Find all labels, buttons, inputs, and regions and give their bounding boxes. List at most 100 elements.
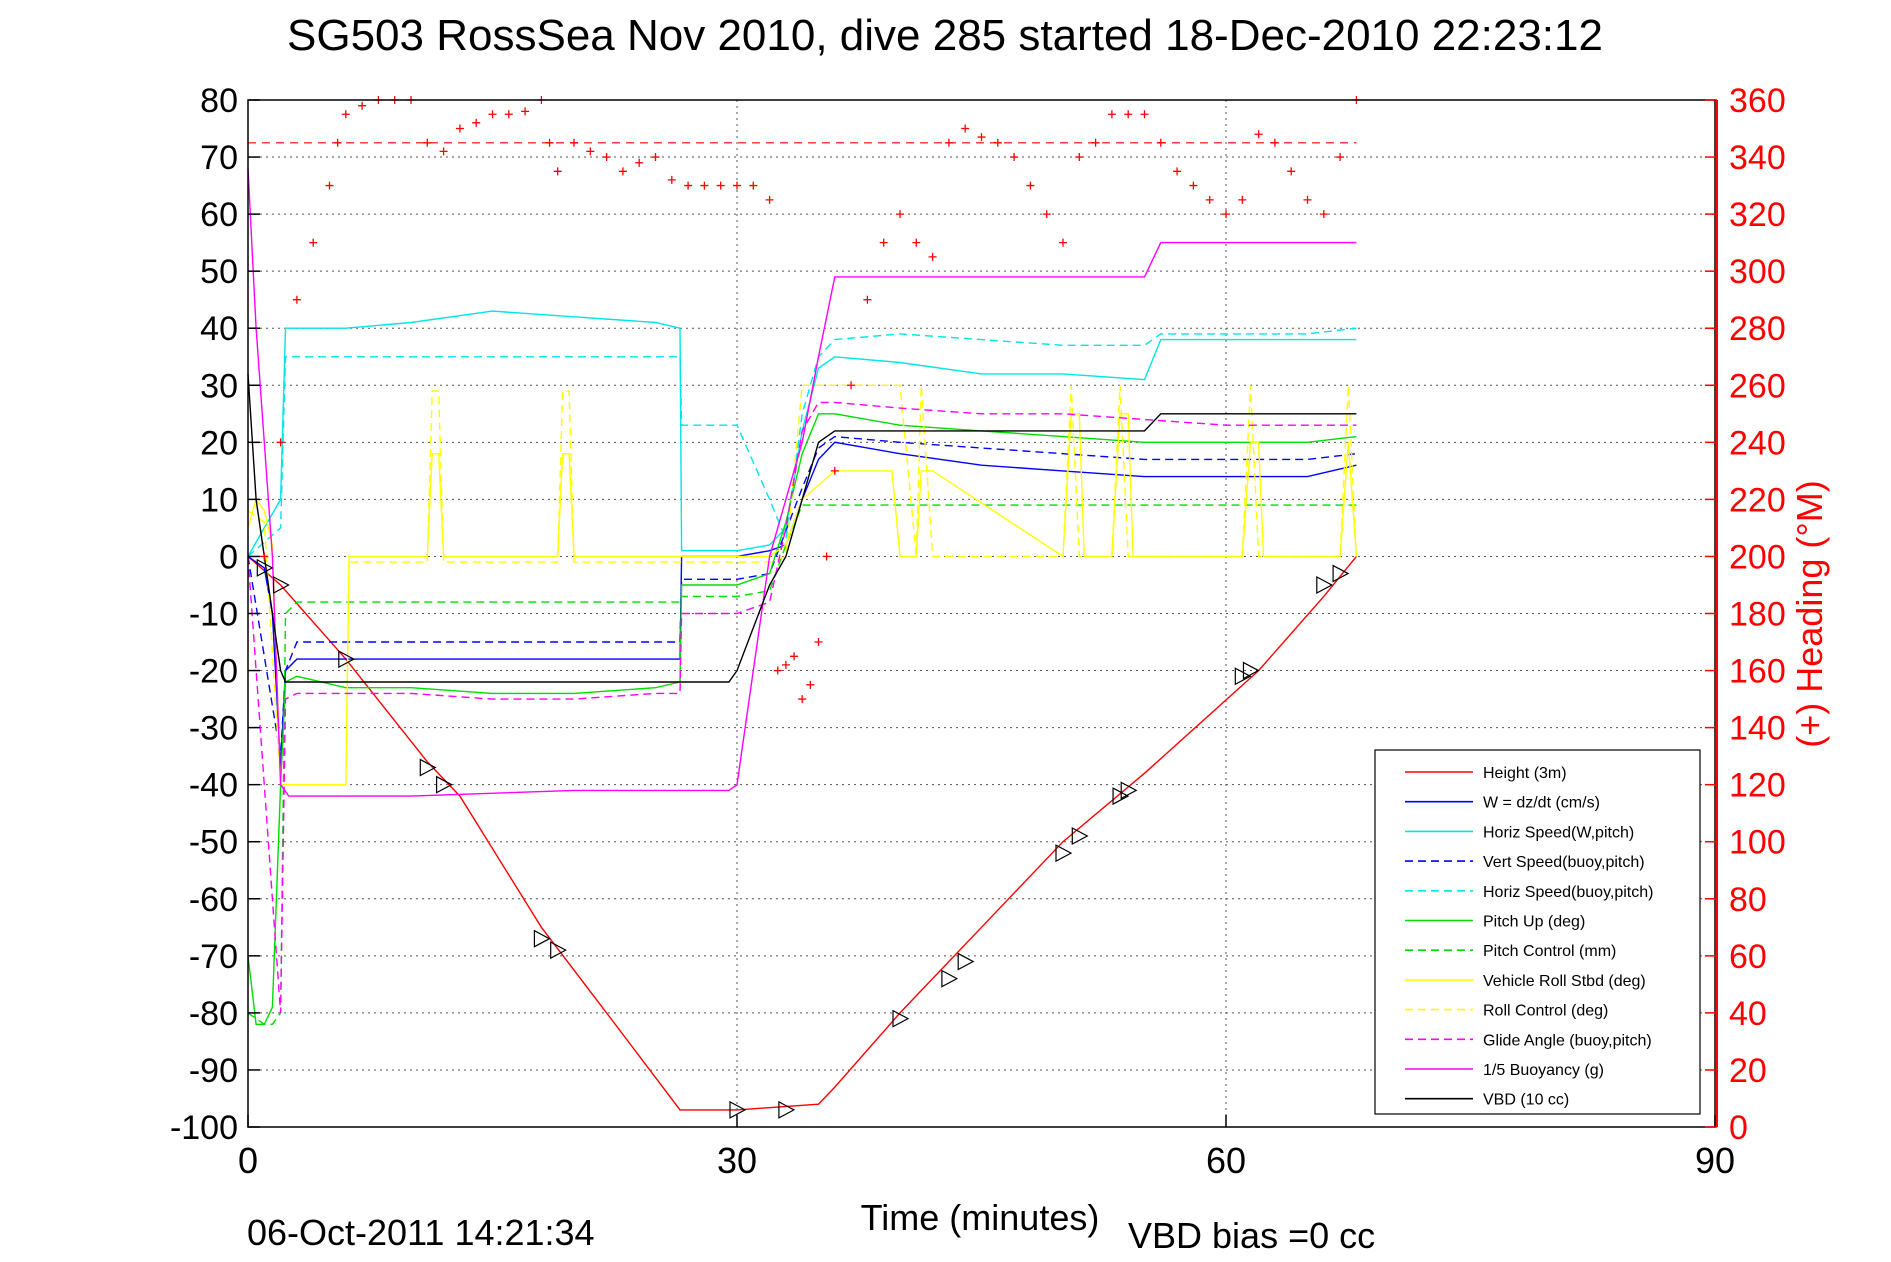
right-tick-label: 160 xyxy=(1729,653,1786,691)
heading-point xyxy=(667,175,676,184)
left-tick-label: 40 xyxy=(200,310,238,348)
left-tick-label: -50 xyxy=(189,824,238,862)
heading-point xyxy=(928,252,937,261)
left-tick-label: -20 xyxy=(189,653,238,691)
right-tick-label: 0 xyxy=(1729,1109,1748,1147)
series-pitch-up-deg xyxy=(247,413,1357,1026)
dive-marker xyxy=(1332,564,1350,583)
heading-point xyxy=(1254,130,1263,139)
heading-point xyxy=(1026,181,1035,190)
legend-box xyxy=(1374,749,1701,1115)
dive-marker xyxy=(1234,667,1252,686)
heading-point xyxy=(1091,138,1100,147)
heading-point xyxy=(333,138,342,147)
series-horiz-speed-w-pitch xyxy=(247,310,1357,557)
dive-marker xyxy=(778,1100,796,1119)
series-roll-control-deg xyxy=(247,384,1358,786)
left-tick-label: -70 xyxy=(189,938,238,976)
legend-label: Height (3m) xyxy=(1483,765,1567,782)
left-tick-label: -60 xyxy=(189,881,238,919)
series-vert-speed-buoy-pitch xyxy=(247,435,1357,757)
heading-point xyxy=(586,147,595,156)
heading-point xyxy=(684,181,693,190)
right-tick-label: 40 xyxy=(1729,995,1767,1033)
dive-marker xyxy=(729,1100,747,1119)
axes-layer: 0 30 60 9080706050403020100-10-20-30-40-50-… xyxy=(170,82,1786,1181)
legend-label: Vehicle Roll Stbd (deg) xyxy=(1483,973,1646,990)
x-tick-label: 30 xyxy=(717,1140,757,1181)
heading-point xyxy=(1238,195,1247,204)
dive-marker xyxy=(550,941,567,960)
heading-point xyxy=(325,181,334,190)
dive-marker xyxy=(419,758,437,777)
heading-point xyxy=(545,138,554,147)
heading-point xyxy=(635,158,644,167)
legend-label: Horiz Speed(W,pitch) xyxy=(1483,824,1634,841)
grid xyxy=(248,100,1715,1127)
series-layer xyxy=(247,168,1358,1111)
left-tick-label: -100 xyxy=(170,1109,238,1147)
x-tick-label: 60 xyxy=(1206,1140,1246,1181)
right-tick-label: 340 xyxy=(1729,139,1786,177)
left-tick-label: 80 xyxy=(200,82,238,120)
legend-label: 1/5 Buoyancy (g) xyxy=(1483,1062,1604,1079)
legend-label: Pitch Control (mm) xyxy=(1483,943,1616,960)
heading-point xyxy=(944,138,953,147)
heading-point xyxy=(1205,195,1214,204)
heading-point xyxy=(1156,138,1165,147)
heading-point xyxy=(570,138,578,147)
dive-marker xyxy=(273,575,290,594)
x-tick-label: 90 xyxy=(1695,1140,1735,1181)
heading-point xyxy=(830,466,839,475)
heading-point xyxy=(341,110,350,119)
heading-point xyxy=(822,552,831,561)
legend-label: Glide Angle (buoy,pitch) xyxy=(1483,1032,1652,1049)
heading-point xyxy=(602,153,611,162)
heading-point xyxy=(847,381,856,390)
series-vehicle-roll-stbd-deg xyxy=(247,413,1358,786)
series-vbd-10-cc xyxy=(247,373,1357,683)
heading-point xyxy=(1303,195,1312,204)
heading-point xyxy=(1124,110,1133,119)
left-tick-label: 0 xyxy=(219,538,238,576)
left-tick-label: 20 xyxy=(200,424,238,462)
x-tick-label: 0 xyxy=(238,1140,258,1181)
right-tick-label: 100 xyxy=(1729,824,1786,862)
dive-marker xyxy=(1316,575,1334,594)
heading-point xyxy=(1173,167,1182,176)
heading-point xyxy=(1010,153,1019,162)
right-tick-label: 20 xyxy=(1729,1052,1767,1090)
right-tick-label: 360 xyxy=(1729,82,1786,120)
left-tick-label: -10 xyxy=(189,596,238,634)
heading-point xyxy=(733,181,741,190)
heading-point xyxy=(993,138,1002,147)
heading-point xyxy=(798,695,807,704)
heading-point xyxy=(977,133,986,142)
heading-point xyxy=(781,660,790,669)
left-tick-label: 60 xyxy=(200,196,238,234)
heading-point xyxy=(358,101,367,110)
series-w-dz-dt-cm-s xyxy=(247,441,1357,768)
dive-marker xyxy=(957,952,975,971)
heading-point xyxy=(716,181,725,190)
dive-marker xyxy=(436,775,453,794)
heading-point xyxy=(1222,210,1230,219)
dive-marker xyxy=(1242,661,1260,680)
series-1-5-buoyancy-g xyxy=(247,168,1357,797)
right-tick-label: 180 xyxy=(1729,596,1786,634)
heading-point xyxy=(790,652,799,661)
heading-point xyxy=(1107,110,1116,119)
heading-point xyxy=(651,153,660,162)
right-tick-label: 240 xyxy=(1729,424,1786,462)
heading-point xyxy=(455,124,464,133)
heading-point xyxy=(439,147,448,156)
right-tick-label: 200 xyxy=(1729,538,1786,576)
right-tick-label: 260 xyxy=(1729,367,1786,405)
left-tick-label: 70 xyxy=(200,139,238,177)
heading-point xyxy=(1042,210,1051,219)
heading-point xyxy=(423,138,432,147)
heading-point xyxy=(912,238,921,247)
heading-point xyxy=(292,295,301,304)
left-tick-label: 10 xyxy=(200,481,238,519)
